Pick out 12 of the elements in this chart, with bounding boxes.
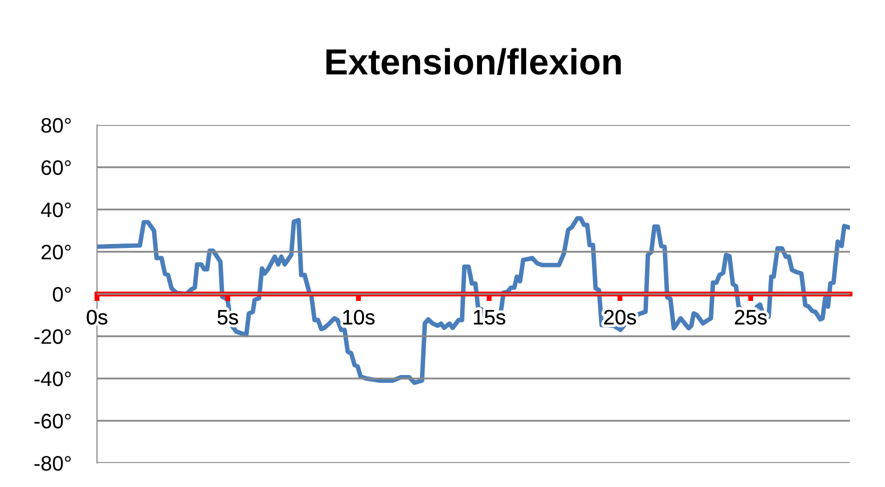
x-tick-label: 10s [343, 310, 374, 325]
y-tick-label: -60° [34, 414, 71, 429]
y-tick-label: 20° [42, 244, 71, 260]
y-tick-label: -20° [34, 329, 71, 344]
y-tick-label: 80° [41, 118, 71, 133]
y-tick-label: 0° [52, 287, 71, 302]
y-tick-label: 60° [42, 160, 71, 176]
y-tick-label: 40° [40, 202, 71, 218]
y-tick-label: -40° [34, 372, 71, 386]
x-tick-label: 0s [86, 310, 108, 325]
chart-title: Extension/flexion [326, 48, 621, 76]
y-tick-label: -80° [34, 456, 71, 471]
